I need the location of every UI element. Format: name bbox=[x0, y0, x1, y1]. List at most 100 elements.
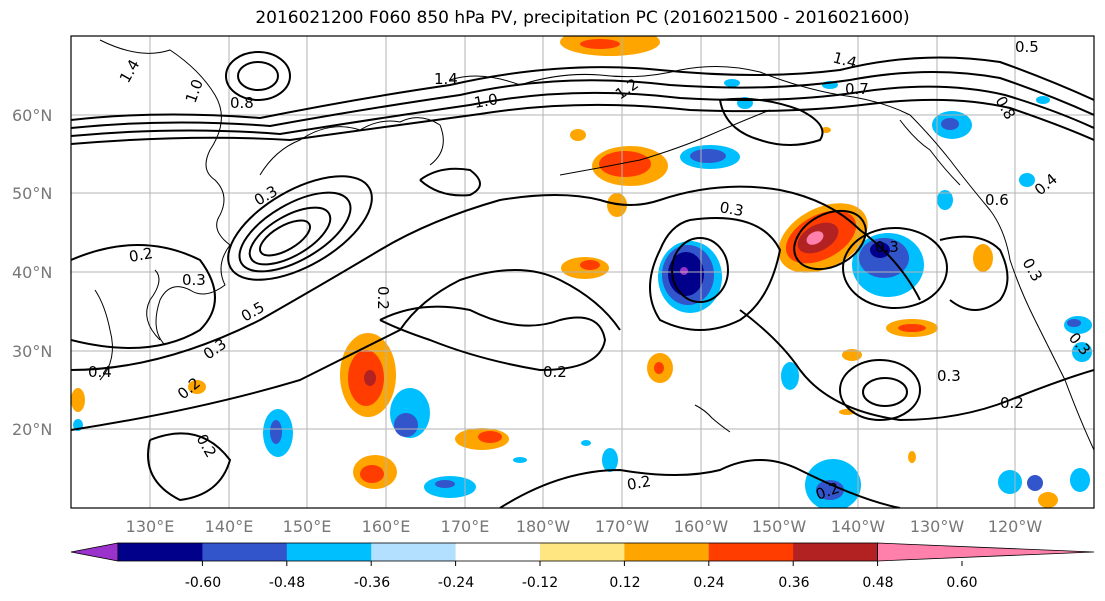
lat-label: 50°N bbox=[12, 184, 52, 203]
precip-negative-patch bbox=[998, 470, 1022, 494]
contour-label: 1.0 bbox=[473, 90, 500, 112]
map-title: 2016021200 F060 850 hPa PV, precipitatio… bbox=[255, 8, 910, 28]
pv-contour bbox=[862, 377, 908, 407]
pv-contour bbox=[719, 97, 824, 146]
pv-contour bbox=[71, 244, 216, 349]
lon-label: 130°W bbox=[910, 517, 965, 536]
precip-positive-patch bbox=[188, 380, 206, 394]
japan-coast bbox=[146, 269, 161, 341]
pv-contour bbox=[248, 206, 332, 266]
lon-label: 170°W bbox=[595, 517, 650, 536]
lon-label: 180°W bbox=[516, 517, 571, 536]
precip-positive-patch bbox=[908, 451, 916, 463]
precip-negative-core bbox=[1027, 475, 1043, 491]
lon-label: 140°E bbox=[205, 517, 254, 536]
north-america-coast bbox=[449, 65, 1094, 451]
lon-label: 160°W bbox=[674, 517, 729, 536]
contour-label: 0.2 bbox=[128, 244, 155, 266]
precip-positive-core bbox=[360, 465, 384, 483]
pv-contour bbox=[227, 175, 373, 281]
precip-positive-patch bbox=[973, 244, 993, 272]
graticule bbox=[71, 36, 1094, 508]
contour-label: 0.2 bbox=[543, 363, 567, 381]
map-border bbox=[70, 35, 1095, 509]
colorbar-tick-label: 0.24 bbox=[693, 575, 724, 591]
pv-contour bbox=[739, 309, 1094, 422]
precip-positive-patch bbox=[570, 129, 586, 141]
contour-label: 0.8 bbox=[230, 94, 254, 112]
canada-islands bbox=[899, 119, 961, 186]
colorbar-tick-label: -0.36 bbox=[354, 575, 390, 591]
colorbar-segment bbox=[624, 543, 710, 561]
precip-negative-patch bbox=[1019, 173, 1035, 187]
pv-contour bbox=[499, 459, 901, 508]
hawaii-islands bbox=[694, 404, 731, 433]
precip-positive-peak bbox=[806, 231, 824, 245]
pv-contour bbox=[649, 217, 782, 331]
precip-negative-patch bbox=[937, 190, 953, 210]
precip-negative-core bbox=[690, 149, 726, 163]
colorbar-tick-label: 0.12 bbox=[609, 575, 640, 591]
contour-label: 0.3 bbox=[937, 367, 961, 385]
precip-negative-patch bbox=[1036, 96, 1050, 104]
colorbar-tick-labels: -0.60 -0.48 -0.36 -0.24 -0.12 0.12 0.24 … bbox=[185, 575, 978, 591]
lon-label: 150°E bbox=[283, 517, 332, 536]
precip-positive-core bbox=[580, 39, 620, 49]
pv-contour bbox=[259, 219, 311, 257]
precip-positive-core bbox=[580, 260, 600, 270]
colorbar-tick-label: -0.48 bbox=[269, 575, 305, 591]
colorbar-outline bbox=[117, 542, 878, 562]
contour-label: 0.2 bbox=[1000, 394, 1024, 412]
precip-positive-patch bbox=[71, 388, 85, 412]
precip-negative-core bbox=[270, 420, 282, 444]
pv-contour bbox=[793, 209, 867, 271]
precip-negative-core bbox=[435, 480, 455, 488]
contour-label: 0.3 bbox=[875, 238, 899, 256]
pv-contour bbox=[379, 305, 607, 372]
precip-negative-patch bbox=[581, 440, 591, 446]
contour-label: 0.3 bbox=[718, 198, 745, 220]
precip-negative-patch bbox=[513, 457, 527, 463]
pv-contour bbox=[225, 51, 291, 101]
precip-positive-core bbox=[478, 431, 502, 443]
lon-label: 150°W bbox=[752, 517, 807, 536]
precip-negative-patch bbox=[602, 448, 618, 472]
precip-positive-patch bbox=[821, 127, 831, 133]
colorbar-segment bbox=[202, 543, 288, 561]
pv-contour bbox=[71, 85, 1094, 137]
colorbar-segment bbox=[708, 543, 794, 561]
lat-label: 60°N bbox=[12, 106, 52, 125]
pv-contour bbox=[71, 56, 1094, 121]
pv-contour bbox=[419, 167, 481, 197]
colorbar bbox=[70, 542, 1095, 566]
precip-positive-patch bbox=[1038, 492, 1058, 508]
colorbar-extend-max bbox=[877, 542, 1095, 562]
colorbar-segment bbox=[540, 543, 625, 561]
colorbar-tick-label: 0.48 bbox=[862, 575, 893, 591]
precip-negative-patch bbox=[1070, 468, 1090, 492]
colorbar-tick-label: -0.60 bbox=[185, 575, 221, 591]
kamchatka-okhotsk-coast bbox=[259, 117, 444, 176]
lon-label: 120°W bbox=[988, 517, 1043, 536]
colorbar-tick-label: 0.60 bbox=[946, 575, 977, 591]
pv-contour bbox=[71, 70, 1094, 129]
coastlines bbox=[94, 39, 1094, 451]
aleutian-chain bbox=[559, 109, 771, 176]
precip-negative-core bbox=[941, 118, 959, 130]
pv-contours bbox=[71, 51, 1094, 508]
lat-label: 40°N bbox=[12, 263, 52, 282]
precip-negative-patch bbox=[724, 79, 740, 87]
colorbar-tick-label: -0.12 bbox=[522, 575, 558, 591]
colorbar-segment bbox=[286, 543, 372, 561]
precip-negative-core bbox=[394, 413, 418, 437]
lon-label: 130°E bbox=[126, 517, 175, 536]
colorbar-tick-label: 0.36 bbox=[778, 575, 809, 591]
lon-label: 170°E bbox=[441, 517, 490, 536]
longitude-labels: 130°E 140°E 150°E 160°E 170°E 180°W 170°… bbox=[126, 517, 1043, 536]
colorbar-segment bbox=[118, 543, 203, 561]
contour-label: 0.6 bbox=[985, 191, 1009, 209]
precip-negative-patch bbox=[781, 362, 799, 390]
lon-label: 140°W bbox=[831, 517, 886, 536]
precip-negative-core bbox=[870, 242, 890, 258]
